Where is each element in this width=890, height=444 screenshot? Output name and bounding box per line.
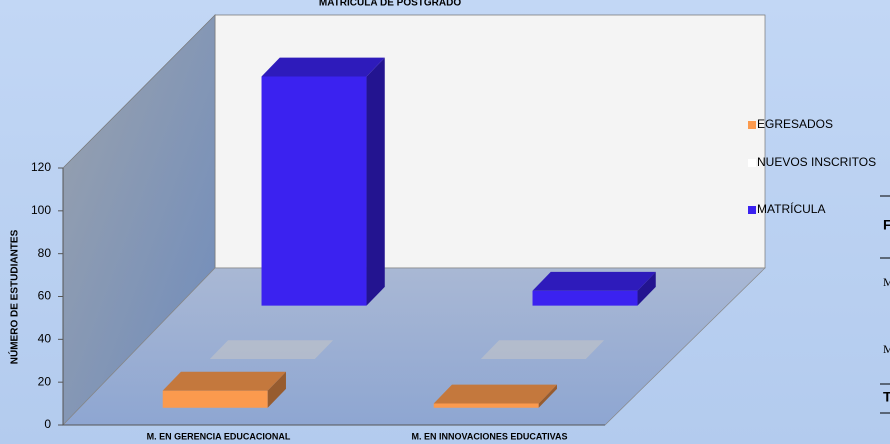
y-tick-label: 20: [38, 374, 52, 388]
y-axis-label: NÚMERO DE ESTUDIANTES: [8, 229, 21, 364]
y-tick-label: 40: [38, 332, 52, 346]
bar: [433, 384, 557, 408]
bar-top: [162, 371, 286, 391]
bar-side: [538, 384, 557, 408]
y-tick-label: 60: [38, 289, 52, 303]
bar-side: [637, 271, 656, 306]
bar-side: [267, 371, 286, 408]
bar-front: [532, 290, 638, 306]
fragment: T: [883, 389, 890, 405]
bar-top: [433, 384, 557, 404]
legend-swatch: [748, 159, 756, 167]
legend-label: MATRÍCULA: [757, 201, 825, 216]
y-tick-label: 0: [44, 417, 51, 431]
y-tick-label: 120: [31, 160, 51, 174]
side-fragments: F M M T: [880, 195, 890, 414]
chart-title: MATRÍCULA DE POSTGRADO: [319, 0, 461, 9]
bar-side: [366, 57, 385, 306]
bar: [209, 340, 334, 360]
legend-swatch: [748, 121, 756, 129]
y-tick-label: 80: [38, 246, 52, 260]
bar-top: [532, 271, 656, 291]
fragment: M: [883, 342, 890, 356]
y-tick-label: 100: [31, 203, 51, 217]
bar-front: [261, 76, 367, 306]
bar: [480, 340, 605, 360]
bar-front: [433, 403, 539, 408]
fragment: M: [883, 275, 890, 289]
legend-swatch: [748, 206, 756, 214]
x-tick-label: M. EN GERENCIA EDUCACIONAL: [147, 431, 291, 441]
bar-top: [480, 340, 605, 360]
fragment: F: [883, 217, 890, 233]
bar: [162, 371, 286, 408]
legend-label: NUEVOS INSCRITOS: [757, 155, 876, 169]
x-tick-label: M. EN INNOVACIONES EDUCATIVAS: [411, 431, 567, 441]
bar: [532, 271, 656, 306]
bar-front: [162, 390, 268, 408]
legend-label: EGRESADOS: [757, 117, 833, 131]
bar-top: [261, 57, 385, 77]
bar: [261, 57, 385, 306]
bar-top: [209, 340, 334, 360]
